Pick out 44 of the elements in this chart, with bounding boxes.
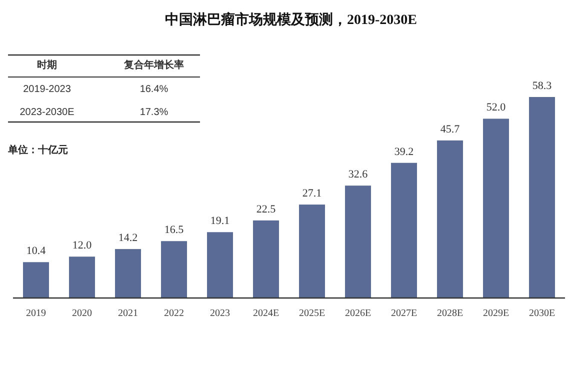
x-tick-label: 2021	[118, 308, 138, 319]
bar	[437, 140, 463, 298]
x-tick-label: 2030E	[528, 308, 556, 319]
chart-title: 中国淋巴瘤市场规模及预测，2019-2030E	[165, 11, 417, 28]
bar	[483, 118, 509, 298]
data-label: 39.2	[394, 146, 414, 158]
data-label: 27.1	[302, 188, 322, 200]
text: 复合年增长率	[123, 59, 184, 71]
data-label: 32.6	[348, 168, 368, 181]
text: 16.4%	[140, 84, 168, 95]
text: 时期	[37, 59, 57, 71]
x-tick-label: 2029E	[482, 308, 510, 319]
bar	[529, 97, 555, 298]
x-tick-label: 2028E	[436, 308, 464, 319]
data-label: 22.5	[256, 203, 276, 216]
x-tick-label: 2025E	[298, 308, 326, 319]
x-tick-label: 2019	[26, 308, 46, 319]
y-axis-title: 单位：十亿元	[7, 144, 68, 156]
bar	[391, 162, 417, 298]
data-label: 45.7	[440, 123, 460, 136]
x-tick-label: 2027E	[390, 308, 418, 319]
x-tick-label: 2022	[164, 308, 184, 319]
data-label: 19.1	[210, 215, 230, 228]
data-label: 10.4	[26, 245, 46, 258]
bar	[23, 262, 49, 298]
bar	[69, 256, 95, 298]
bar	[115, 249, 141, 298]
x-tick-label: 2023	[210, 308, 230, 319]
data-label: 58.3	[532, 80, 552, 92]
bar	[207, 232, 233, 298]
bar	[161, 241, 187, 298]
x-tick-label: 2020	[72, 308, 92, 319]
bar	[345, 186, 371, 298]
data-label: 16.5	[164, 224, 184, 236]
text: 2019-2023	[23, 84, 72, 95]
x-tick-label: 2026E	[344, 308, 372, 319]
data-label: 52.0	[486, 102, 506, 114]
data-label: 12.0	[72, 240, 92, 252]
annotation: 2023-2030E	[20, 107, 75, 118]
data-label: 14.2	[118, 232, 138, 244]
bar	[299, 204, 325, 298]
bar	[253, 220, 279, 298]
annotation: 17.3%	[140, 107, 168, 118]
x-tick-label: 2024E	[252, 308, 280, 319]
